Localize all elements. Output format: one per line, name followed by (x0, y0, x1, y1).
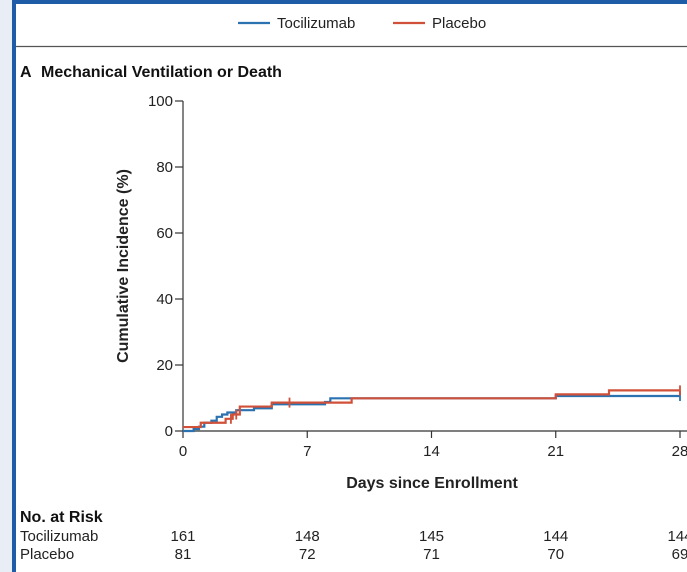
y-tick-label: 20 (156, 357, 173, 374)
series-line-placebo (183, 389, 680, 429)
y-tick-label: 60 (156, 225, 173, 242)
risk-cell: 70 (547, 546, 564, 563)
x-ticks: 0 7 14 21 28 (179, 431, 687, 460)
risk-row-label: Placebo (20, 546, 74, 563)
risk-cell: 144 (543, 528, 568, 545)
y-tick-label: 100 (148, 93, 173, 110)
risk-row-label: Tocilizumab (20, 528, 98, 545)
figure-frame (12, 0, 687, 572)
x-tick-label: 0 (179, 443, 187, 460)
series-group (183, 385, 681, 433)
risk-cell: 69 (672, 546, 687, 563)
risk-cell: 81 (175, 546, 192, 563)
x-tick-label: 21 (547, 443, 564, 460)
legend: Tocilizumab Placebo (238, 15, 486, 32)
risk-table-title: No. at Risk (20, 509, 103, 526)
series-line-tocilizumab (183, 394, 680, 433)
y-ticks: 0 20 40 60 80 100 (148, 93, 183, 440)
x-tick-label: 7 (303, 443, 311, 460)
panel-title: Mechanical Ventilation or Death (41, 64, 282, 81)
risk-rows: Tocilizumab 161 148 145 144 144 Placebo 81 72 71 7… (20, 528, 687, 563)
risk-cell: 71 (423, 546, 440, 563)
risk-cell: 148 (295, 528, 320, 545)
risk-cell: 161 (170, 528, 195, 545)
legend-label-tocilizumab: Tocilizumab (277, 15, 355, 32)
risk-cell: 144 (667, 528, 687, 545)
y-tick-label: 40 (156, 291, 173, 308)
panel-letter: A (20, 64, 32, 81)
legend-label-placebo: Placebo (432, 15, 486, 32)
y-axis-title: Cumulative Incidence (%) (115, 169, 132, 363)
x-axis-title: Days since Enrollment (346, 475, 518, 492)
axes (182, 101, 687, 432)
risk-table: No. at Risk Tocilizumab 161 148 145 144 144 Pl… (20, 509, 687, 563)
risk-cell: 72 (299, 546, 316, 563)
risk-cell: 145 (419, 528, 444, 545)
x-tick-label: 14 (423, 443, 440, 460)
y-tick-label: 0 (165, 423, 173, 440)
y-tick-label: 80 (156, 159, 173, 176)
x-tick-label: 28 (672, 443, 687, 460)
